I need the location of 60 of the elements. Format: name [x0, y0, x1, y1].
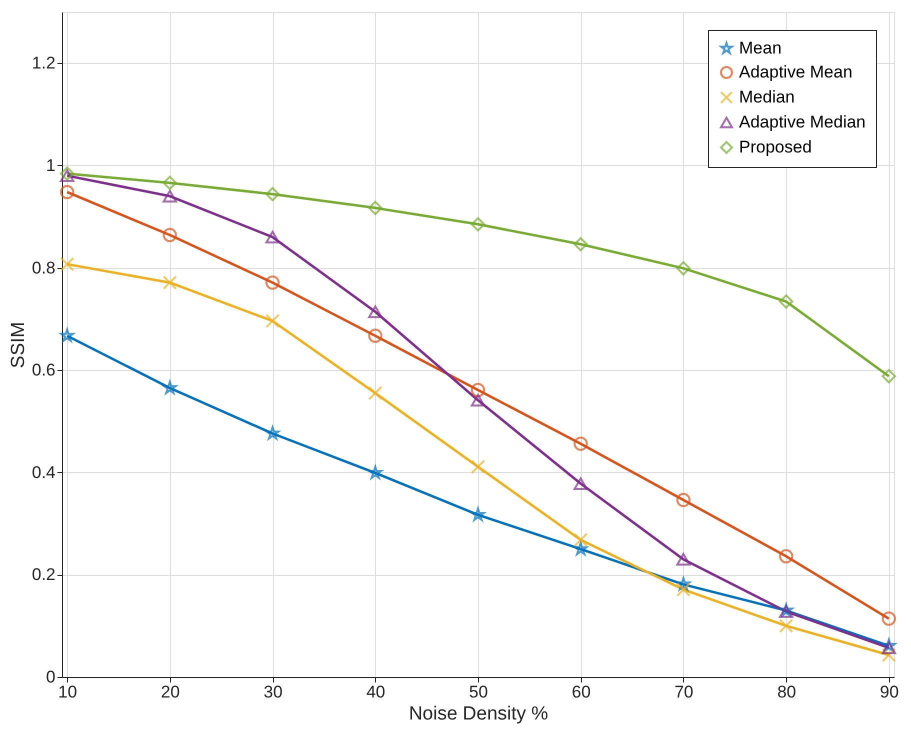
- point: [162, 190, 177, 202]
- point: [470, 217, 486, 232]
- x-tick-label: 30: [264, 682, 283, 702]
- point: [60, 169, 74, 182]
- x-tick-label: 90: [880, 682, 899, 702]
- point: [574, 436, 588, 451]
- point: [882, 648, 896, 662]
- point: [470, 382, 486, 398]
- point: [676, 582, 691, 597]
- x-axis-title: Noise Density %: [408, 704, 548, 724]
- point: [265, 275, 280, 290]
- legend-label: Median: [739, 88, 795, 106]
- y-axis-title: SSIM: [8, 322, 29, 368]
- point: [574, 237, 588, 252]
- x-tick-label: 10: [58, 682, 78, 702]
- point: [574, 477, 588, 490]
- y-tick-label: 1.2: [32, 54, 56, 73]
- point: [60, 257, 74, 272]
- point: [882, 369, 896, 384]
- point: [368, 305, 382, 318]
- legend-label: Adaptive Mean: [739, 62, 852, 82]
- x-tick-label: 50: [469, 682, 488, 702]
- point: [265, 314, 280, 328]
- point: [882, 612, 896, 626]
- x-tick-label: 80: [777, 682, 796, 702]
- y-tick-label: 1: [46, 156, 56, 175]
- point: [162, 275, 177, 290]
- point: [162, 176, 177, 190]
- point: [676, 492, 691, 508]
- point: [779, 549, 794, 564]
- point: [162, 228, 177, 242]
- point: [470, 460, 486, 474]
- point: [676, 553, 691, 566]
- point: [265, 186, 280, 202]
- point: [779, 294, 794, 309]
- point: [779, 618, 794, 633]
- point: [574, 532, 588, 548]
- point: [882, 642, 896, 654]
- point: [368, 328, 382, 343]
- legend-label: Mean: [739, 38, 782, 58]
- point: [60, 184, 74, 200]
- point: [368, 386, 382, 400]
- point: [266, 426, 280, 440]
- x-tick-label: 60: [572, 682, 591, 702]
- x-tick-label: 70: [674, 682, 694, 702]
- y-tick-label: 0.4: [32, 462, 56, 482]
- x-tick-label: 20: [160, 682, 180, 702]
- point: [265, 230, 280, 244]
- y-tick-label: 0.2: [32, 565, 56, 584]
- point: [470, 394, 486, 407]
- x-tick-label: 40: [366, 682, 386, 702]
- point: [676, 577, 690, 590]
- legend-label: Adaptive Median: [739, 112, 866, 132]
- y-tick-label: 0.8: [32, 258, 56, 278]
- point: [574, 542, 588, 556]
- y-tick-label: 0.6: [32, 360, 56, 380]
- point: [676, 261, 691, 276]
- point: [368, 200, 382, 216]
- legend-label: Proposed: [739, 138, 812, 156]
- y-tick-label: 0: [46, 668, 56, 686]
